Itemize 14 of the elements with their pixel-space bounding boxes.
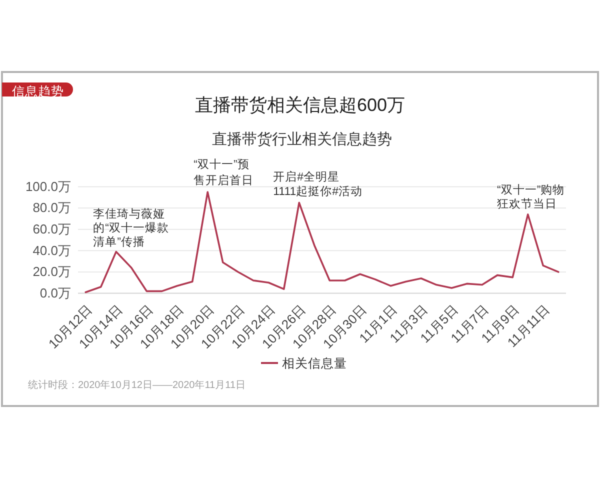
annotation: “双十一”购物狂欢节当日 xyxy=(497,183,565,210)
chart-title: 直播带货相关信息超600万 xyxy=(194,95,406,115)
y-tick-label: 60.0万 xyxy=(32,222,71,236)
y-tick-label: 0.0万 xyxy=(40,285,71,300)
y-tick-label: 20.0万 xyxy=(32,264,71,280)
annotation: “双十一”预售开启首日 xyxy=(194,158,254,188)
text: 统计时段：2020年10月12日——2020年11月11日 xyxy=(28,379,246,391)
annotation: 开启#全明星1111起挺你#活动 xyxy=(273,170,363,198)
y-tick-label: 80.0万 xyxy=(32,200,71,216)
chart-subtitle: 直播带货行业相关信息趋势 xyxy=(212,131,392,148)
legend-label: 相关信息量 xyxy=(282,356,347,370)
y-tick-label: 40.0万 xyxy=(32,242,71,258)
annotation: 李佳琦与薇娅的“双十一爆款清单”传播 xyxy=(93,208,169,249)
y-tick-label: 100.0万 xyxy=(25,178,71,194)
